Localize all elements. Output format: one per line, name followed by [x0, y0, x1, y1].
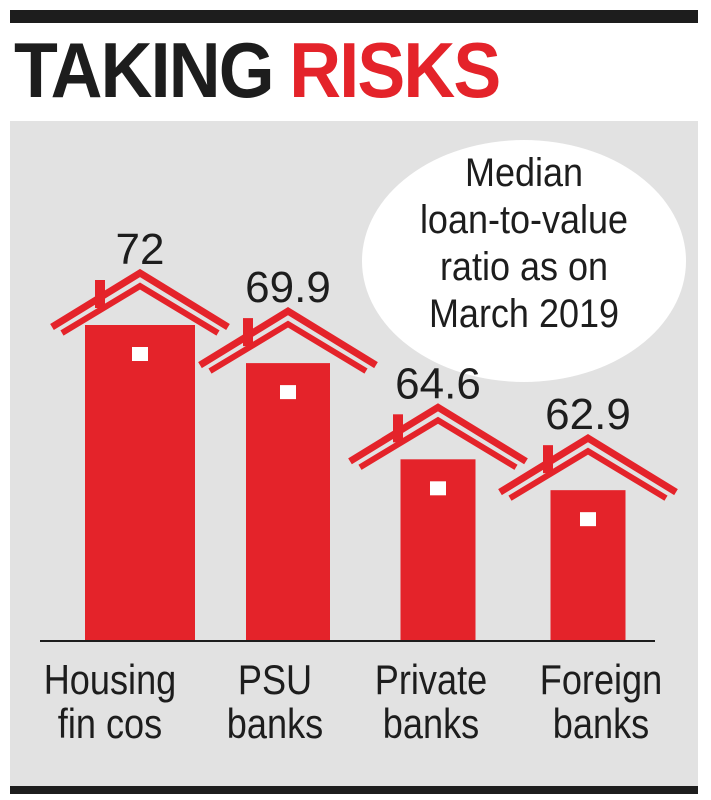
house-window	[580, 512, 596, 527]
house-roof-inner	[208, 320, 368, 374]
bar-house-body	[246, 363, 330, 641]
title-word-risks: RISKS	[289, 26, 501, 114]
house-roof-inner	[60, 282, 220, 336]
data-label: 69.9	[245, 263, 331, 312]
category-label-line: banks	[226, 700, 324, 747]
callout-line: March 2019	[428, 292, 620, 336]
house-roof	[50, 268, 230, 330]
bottom-rule	[10, 786, 698, 794]
category-label-line: banks	[382, 700, 480, 747]
page-title: TAKING RISKS	[14, 26, 501, 114]
data-label: 72	[116, 225, 165, 274]
house-window	[280, 385, 296, 400]
callout-text: Median loan-to-value ratio as on March 2…	[378, 150, 670, 338]
house-roof	[348, 403, 528, 465]
data-label: 64.6	[395, 359, 481, 408]
category-label-line: Private	[374, 656, 488, 703]
category-label: PSU banks	[202, 658, 348, 746]
house-window	[132, 347, 148, 361]
category-label: Private banks	[358, 658, 504, 746]
house-roof	[498, 434, 678, 496]
category-label-line: fin cos	[57, 700, 163, 747]
house-window	[430, 481, 446, 496]
house-roof-inner	[508, 447, 668, 501]
callout-line: ratio as on	[439, 245, 609, 289]
callout-line: Median	[464, 151, 584, 195]
top-rule	[10, 10, 698, 23]
category-label: Housing fin cos	[37, 658, 183, 746]
category-label: Foreign banks	[528, 658, 674, 746]
callout-bubble	[362, 140, 686, 382]
category-label-line: banks	[552, 700, 650, 747]
category-label-line: Housing	[43, 656, 177, 703]
category-label-line: PSU	[237, 656, 313, 703]
bar-house-body	[85, 325, 195, 641]
house-roof-inner	[358, 416, 518, 470]
category-label-line: Foreign	[539, 656, 663, 703]
house-roof	[198, 307, 378, 369]
data-label: 62.9	[545, 390, 631, 439]
callout-line: loan-to-value	[419, 198, 629, 242]
title-word-taking: TAKING	[14, 26, 275, 114]
